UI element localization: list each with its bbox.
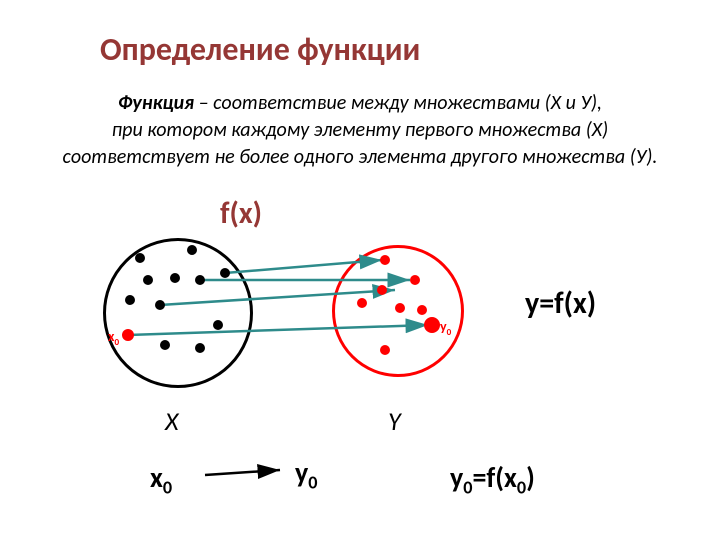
set-y-dot — [357, 298, 367, 308]
set-x-dot — [187, 245, 197, 255]
x0-to-y0-arrow — [205, 470, 280, 475]
mapping-arrow — [225, 260, 382, 273]
mapping-arrows — [128, 260, 428, 335]
set-x-dot — [143, 275, 153, 285]
mapping-arrow — [128, 325, 428, 335]
set-x-dot — [195, 275, 205, 285]
set-y-dot — [424, 317, 440, 333]
set-y-dot — [395, 303, 405, 313]
slide: Определение функции Функция – соответств… — [0, 0, 720, 540]
set-x-dot — [135, 253, 145, 263]
set-y-dot — [380, 345, 390, 355]
set-x-dot — [155, 300, 165, 310]
set-x-dot — [122, 329, 134, 341]
arrows-svg — [0, 0, 720, 540]
set-x-dot — [220, 268, 230, 278]
set-y-dot — [377, 285, 387, 295]
set-y-dot — [380, 255, 390, 265]
set-x-dot — [213, 320, 223, 330]
set-y-dot — [417, 305, 427, 315]
set-x-dot — [170, 273, 180, 283]
set-x-dot — [160, 340, 170, 350]
set-x-dot — [195, 343, 205, 353]
set-x-dot — [125, 295, 135, 305]
set-y-dot — [410, 275, 420, 285]
